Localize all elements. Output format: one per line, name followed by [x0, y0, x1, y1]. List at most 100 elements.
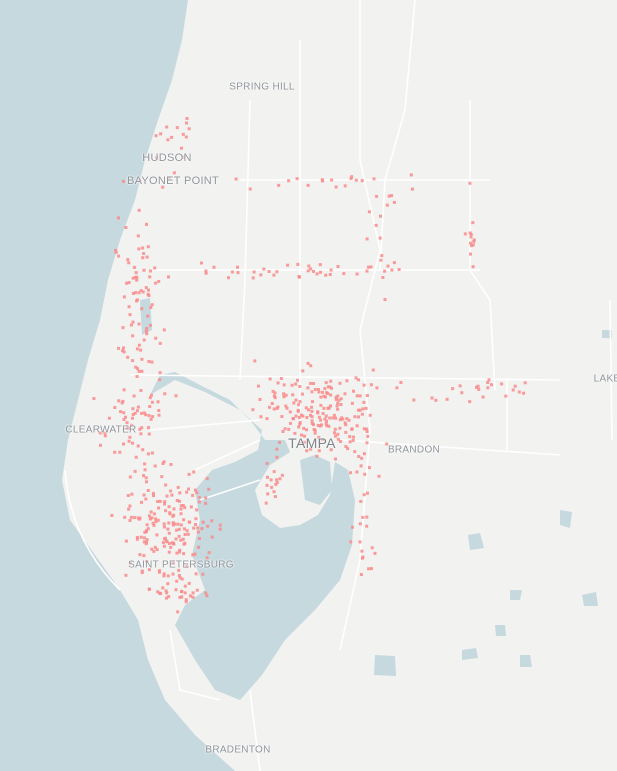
data-point[interactable]	[182, 552, 186, 556]
data-point[interactable]	[181, 132, 185, 136]
data-point[interactable]	[268, 405, 271, 409]
data-point[interactable]	[372, 177, 376, 181]
data-point[interactable]	[297, 275, 301, 278]
data-point[interactable]	[191, 493, 195, 497]
data-point[interactable]	[163, 392, 167, 396]
data-point[interactable]	[325, 391, 329, 395]
data-point[interactable]	[294, 382, 298, 386]
data-point[interactable]	[130, 423, 134, 427]
data-point[interactable]	[251, 276, 255, 280]
data-point[interactable]	[147, 414, 151, 418]
data-point[interactable]	[350, 427, 354, 431]
data-point[interactable]	[357, 455, 361, 458]
data-point[interactable]	[138, 179, 142, 183]
data-point[interactable]	[99, 443, 102, 447]
data-point[interactable]	[301, 369, 305, 373]
data-point[interactable]	[192, 470, 196, 474]
data-point[interactable]	[346, 447, 350, 451]
data-point[interactable]	[187, 581, 191, 585]
data-point[interactable]	[364, 406, 368, 410]
data-point[interactable]	[135, 347, 139, 351]
data-point[interactable]	[137, 369, 141, 373]
data-point[interactable]	[360, 556, 364, 560]
data-point[interactable]	[338, 426, 342, 430]
data-point[interactable]	[504, 394, 508, 398]
data-point[interactable]	[137, 322, 141, 326]
data-point[interactable]	[150, 547, 154, 551]
data-point[interactable]	[312, 382, 315, 385]
data-point[interactable]	[295, 177, 299, 181]
data-point[interactable]	[205, 477, 209, 481]
data-point[interactable]	[369, 383, 373, 387]
data-point[interactable]	[149, 417, 153, 421]
data-point[interactable]	[117, 216, 120, 220]
data-point[interactable]	[351, 439, 355, 442]
data-point[interactable]	[178, 499, 181, 503]
data-point[interactable]	[409, 173, 413, 177]
data-point[interactable]	[463, 232, 467, 236]
data-point[interactable]	[154, 336, 158, 340]
data-point[interactable]	[166, 527, 170, 531]
data-point[interactable]	[272, 470, 276, 474]
data-point[interactable]	[476, 384, 480, 388]
data-point[interactable]	[146, 452, 150, 456]
data-point[interactable]	[271, 389, 275, 393]
data-point[interactable]	[298, 385, 302, 388]
data-point[interactable]	[297, 403, 301, 407]
data-point[interactable]	[490, 383, 493, 387]
data-point[interactable]	[178, 576, 182, 580]
data-point[interactable]	[158, 371, 162, 375]
data-point[interactable]	[329, 379, 333, 383]
data-point[interactable]	[297, 416, 301, 419]
data-point[interactable]	[252, 270, 256, 274]
data-point[interactable]	[153, 464, 157, 468]
data-point[interactable]	[172, 513, 176, 517]
data-point[interactable]	[185, 117, 189, 120]
data-point[interactable]	[135, 299, 139, 303]
data-point[interactable]	[139, 348, 143, 352]
data-point[interactable]	[460, 391, 464, 395]
data-point[interactable]	[344, 445, 348, 448]
data-point[interactable]	[273, 391, 277, 395]
data-point[interactable]	[169, 545, 173, 549]
data-point[interactable]	[365, 441, 369, 445]
data-point[interactable]	[353, 415, 357, 419]
data-point[interactable]	[272, 394, 276, 398]
data-point[interactable]	[142, 536, 146, 540]
data-point[interactable]	[210, 535, 214, 539]
data-point[interactable]	[187, 472, 191, 476]
data-point[interactable]	[166, 574, 170, 578]
data-point[interactable]	[331, 416, 335, 420]
data-point[interactable]	[153, 266, 157, 270]
data-point[interactable]	[303, 434, 306, 438]
data-point[interactable]	[248, 187, 252, 191]
data-point[interactable]	[137, 208, 141, 212]
data-point[interactable]	[175, 499, 179, 502]
data-point[interactable]	[136, 234, 140, 238]
data-point[interactable]	[486, 386, 490, 390]
data-point[interactable]	[310, 419, 314, 423]
data-point[interactable]	[309, 447, 313, 451]
data-point[interactable]	[500, 382, 504, 386]
data-point[interactable]	[183, 584, 187, 588]
data-point[interactable]	[320, 423, 323, 427]
data-point[interactable]	[358, 394, 362, 398]
data-point[interactable]	[487, 378, 491, 382]
data-point[interactable]	[98, 431, 102, 435]
data-point[interactable]	[204, 496, 208, 500]
data-point[interactable]	[157, 409, 161, 412]
data-point[interactable]	[370, 546, 374, 550]
data-point[interactable]	[317, 435, 321, 439]
data-point[interactable]	[177, 534, 181, 538]
data-point[interactable]	[277, 183, 281, 187]
data-point[interactable]	[469, 235, 473, 239]
data-point[interactable]	[469, 252, 472, 256]
data-point[interactable]	[350, 175, 354, 179]
data-point[interactable]	[399, 381, 403, 384]
data-point[interactable]	[162, 460, 166, 464]
data-point[interactable]	[303, 440, 306, 444]
data-point[interactable]	[126, 258, 130, 262]
data-point[interactable]	[137, 343, 141, 347]
data-point[interactable]	[334, 397, 338, 401]
data-point[interactable]	[307, 264, 311, 268]
